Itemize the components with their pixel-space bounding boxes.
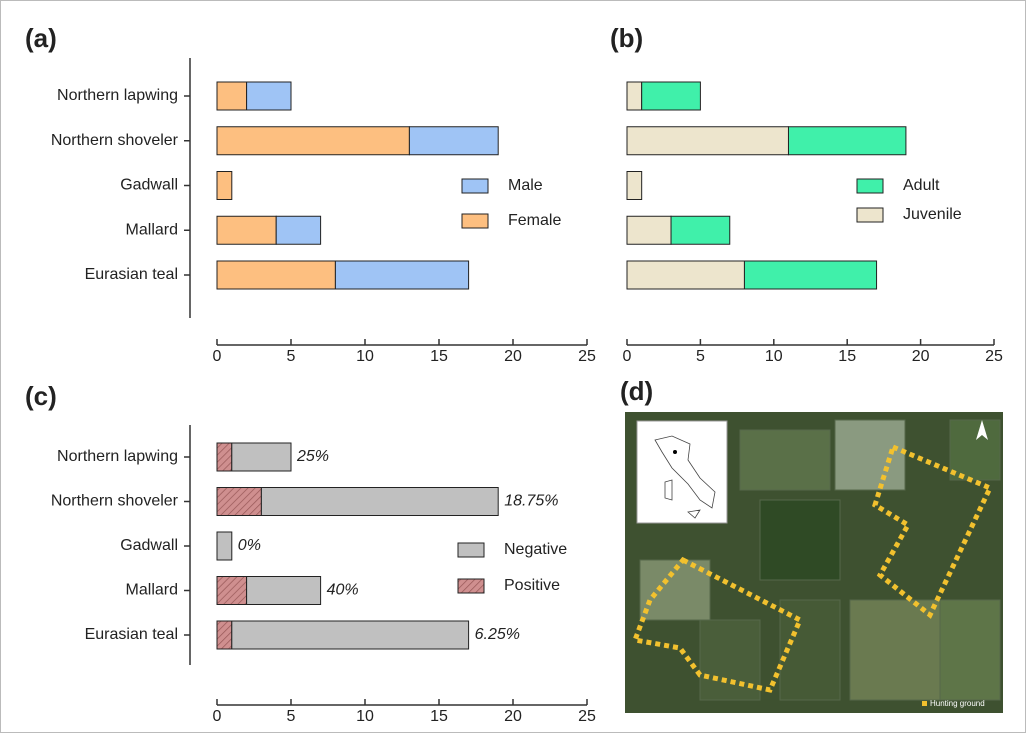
- bar: [217, 82, 247, 110]
- legend-label: Negative: [504, 541, 567, 558]
- x-tick-label: 20: [504, 348, 522, 365]
- legend-label: Adult: [903, 177, 940, 194]
- bar: [627, 216, 671, 244]
- legend-label: Hunting ground: [930, 699, 985, 708]
- panel-label: (b): [610, 23, 643, 53]
- x-tick-label: 15: [430, 348, 448, 365]
- x-tick-label: 10: [356, 708, 374, 725]
- map-panel: (d) Hunting ground: [620, 376, 1003, 713]
- bar: [335, 261, 468, 289]
- y-tick-label: Northern lapwing: [57, 87, 178, 104]
- annotation: 6.25%: [475, 626, 520, 643]
- annotation: 0%: [238, 537, 261, 554]
- bar: [247, 577, 321, 605]
- x-tick-label: 20: [504, 708, 522, 725]
- x-tick-label: 25: [985, 348, 1003, 365]
- legend-swatch: [458, 543, 484, 557]
- legend-label: Juvenile: [903, 206, 962, 223]
- annotation: 18.75%: [504, 493, 558, 510]
- legend-label: Male: [508, 177, 543, 194]
- bar: [217, 532, 232, 560]
- y-tick-label: Northern shoveler: [51, 132, 179, 149]
- bar: [232, 443, 291, 471]
- bar: [261, 488, 498, 516]
- legend-swatch: [458, 579, 484, 593]
- bar: [247, 82, 291, 110]
- bar: [217, 488, 261, 516]
- legend-swatch: [462, 214, 488, 228]
- panel-label: (a): [25, 23, 57, 53]
- x-tick-label: 10: [765, 348, 783, 365]
- y-tick-label: Mallard: [126, 221, 178, 238]
- bar: [217, 172, 232, 200]
- y-tick-label: Gadwall: [120, 537, 178, 554]
- panel-label: (c): [25, 381, 57, 411]
- legend-swatch: [922, 701, 927, 706]
- bar: [409, 127, 498, 155]
- bar: [217, 577, 247, 605]
- legend-label: Female: [508, 212, 561, 229]
- bar: [627, 261, 744, 289]
- legend-label: Positive: [504, 577, 560, 594]
- y-tick-label: Eurasian teal: [85, 626, 178, 643]
- x-tick-label: 25: [578, 348, 596, 365]
- bar: [217, 127, 409, 155]
- bar: [276, 216, 320, 244]
- legend-swatch: [857, 179, 883, 193]
- bar: [217, 261, 335, 289]
- legend-swatch: [462, 179, 488, 193]
- x-tick-label: 10: [356, 348, 374, 365]
- bar: [788, 127, 905, 155]
- bar: [642, 82, 701, 110]
- x-tick-label: 15: [838, 348, 856, 365]
- bar: [217, 443, 232, 471]
- x-tick-label: 0: [213, 708, 222, 725]
- bar: [627, 127, 788, 155]
- site-point: [673, 450, 677, 454]
- bar: [232, 621, 469, 649]
- bar: [671, 216, 730, 244]
- y-tick-label: Northern lapwing: [57, 448, 178, 465]
- figure: (d) Hunting ground (a) 0 5 10 15 20 25 Northern…: [0, 0, 1026, 733]
- y-tick-label: Eurasian teal: [85, 266, 178, 283]
- x-tick-label: 5: [696, 348, 705, 365]
- x-tick-label: 0: [623, 348, 632, 365]
- y-tick-label: Northern shoveler: [51, 493, 179, 510]
- x-tick-label: 25: [578, 708, 596, 725]
- panel-label: (d): [620, 376, 653, 406]
- legend-swatch: [857, 208, 883, 222]
- x-tick-label: 0: [213, 348, 222, 365]
- bar: [217, 216, 276, 244]
- x-tick-label: 15: [430, 708, 448, 725]
- x-tick-label: 5: [287, 348, 296, 365]
- x-tick-label: 20: [912, 348, 930, 365]
- y-tick-label: Gadwall: [120, 177, 178, 194]
- bar: [627, 172, 642, 200]
- bar: [744, 261, 876, 289]
- annotation: 25%: [296, 448, 329, 465]
- bar: [627, 82, 642, 110]
- annotation: 40%: [327, 582, 359, 599]
- y-tick-label: Mallard: [126, 582, 178, 599]
- x-tick-label: 5: [287, 708, 296, 725]
- bar: [217, 621, 232, 649]
